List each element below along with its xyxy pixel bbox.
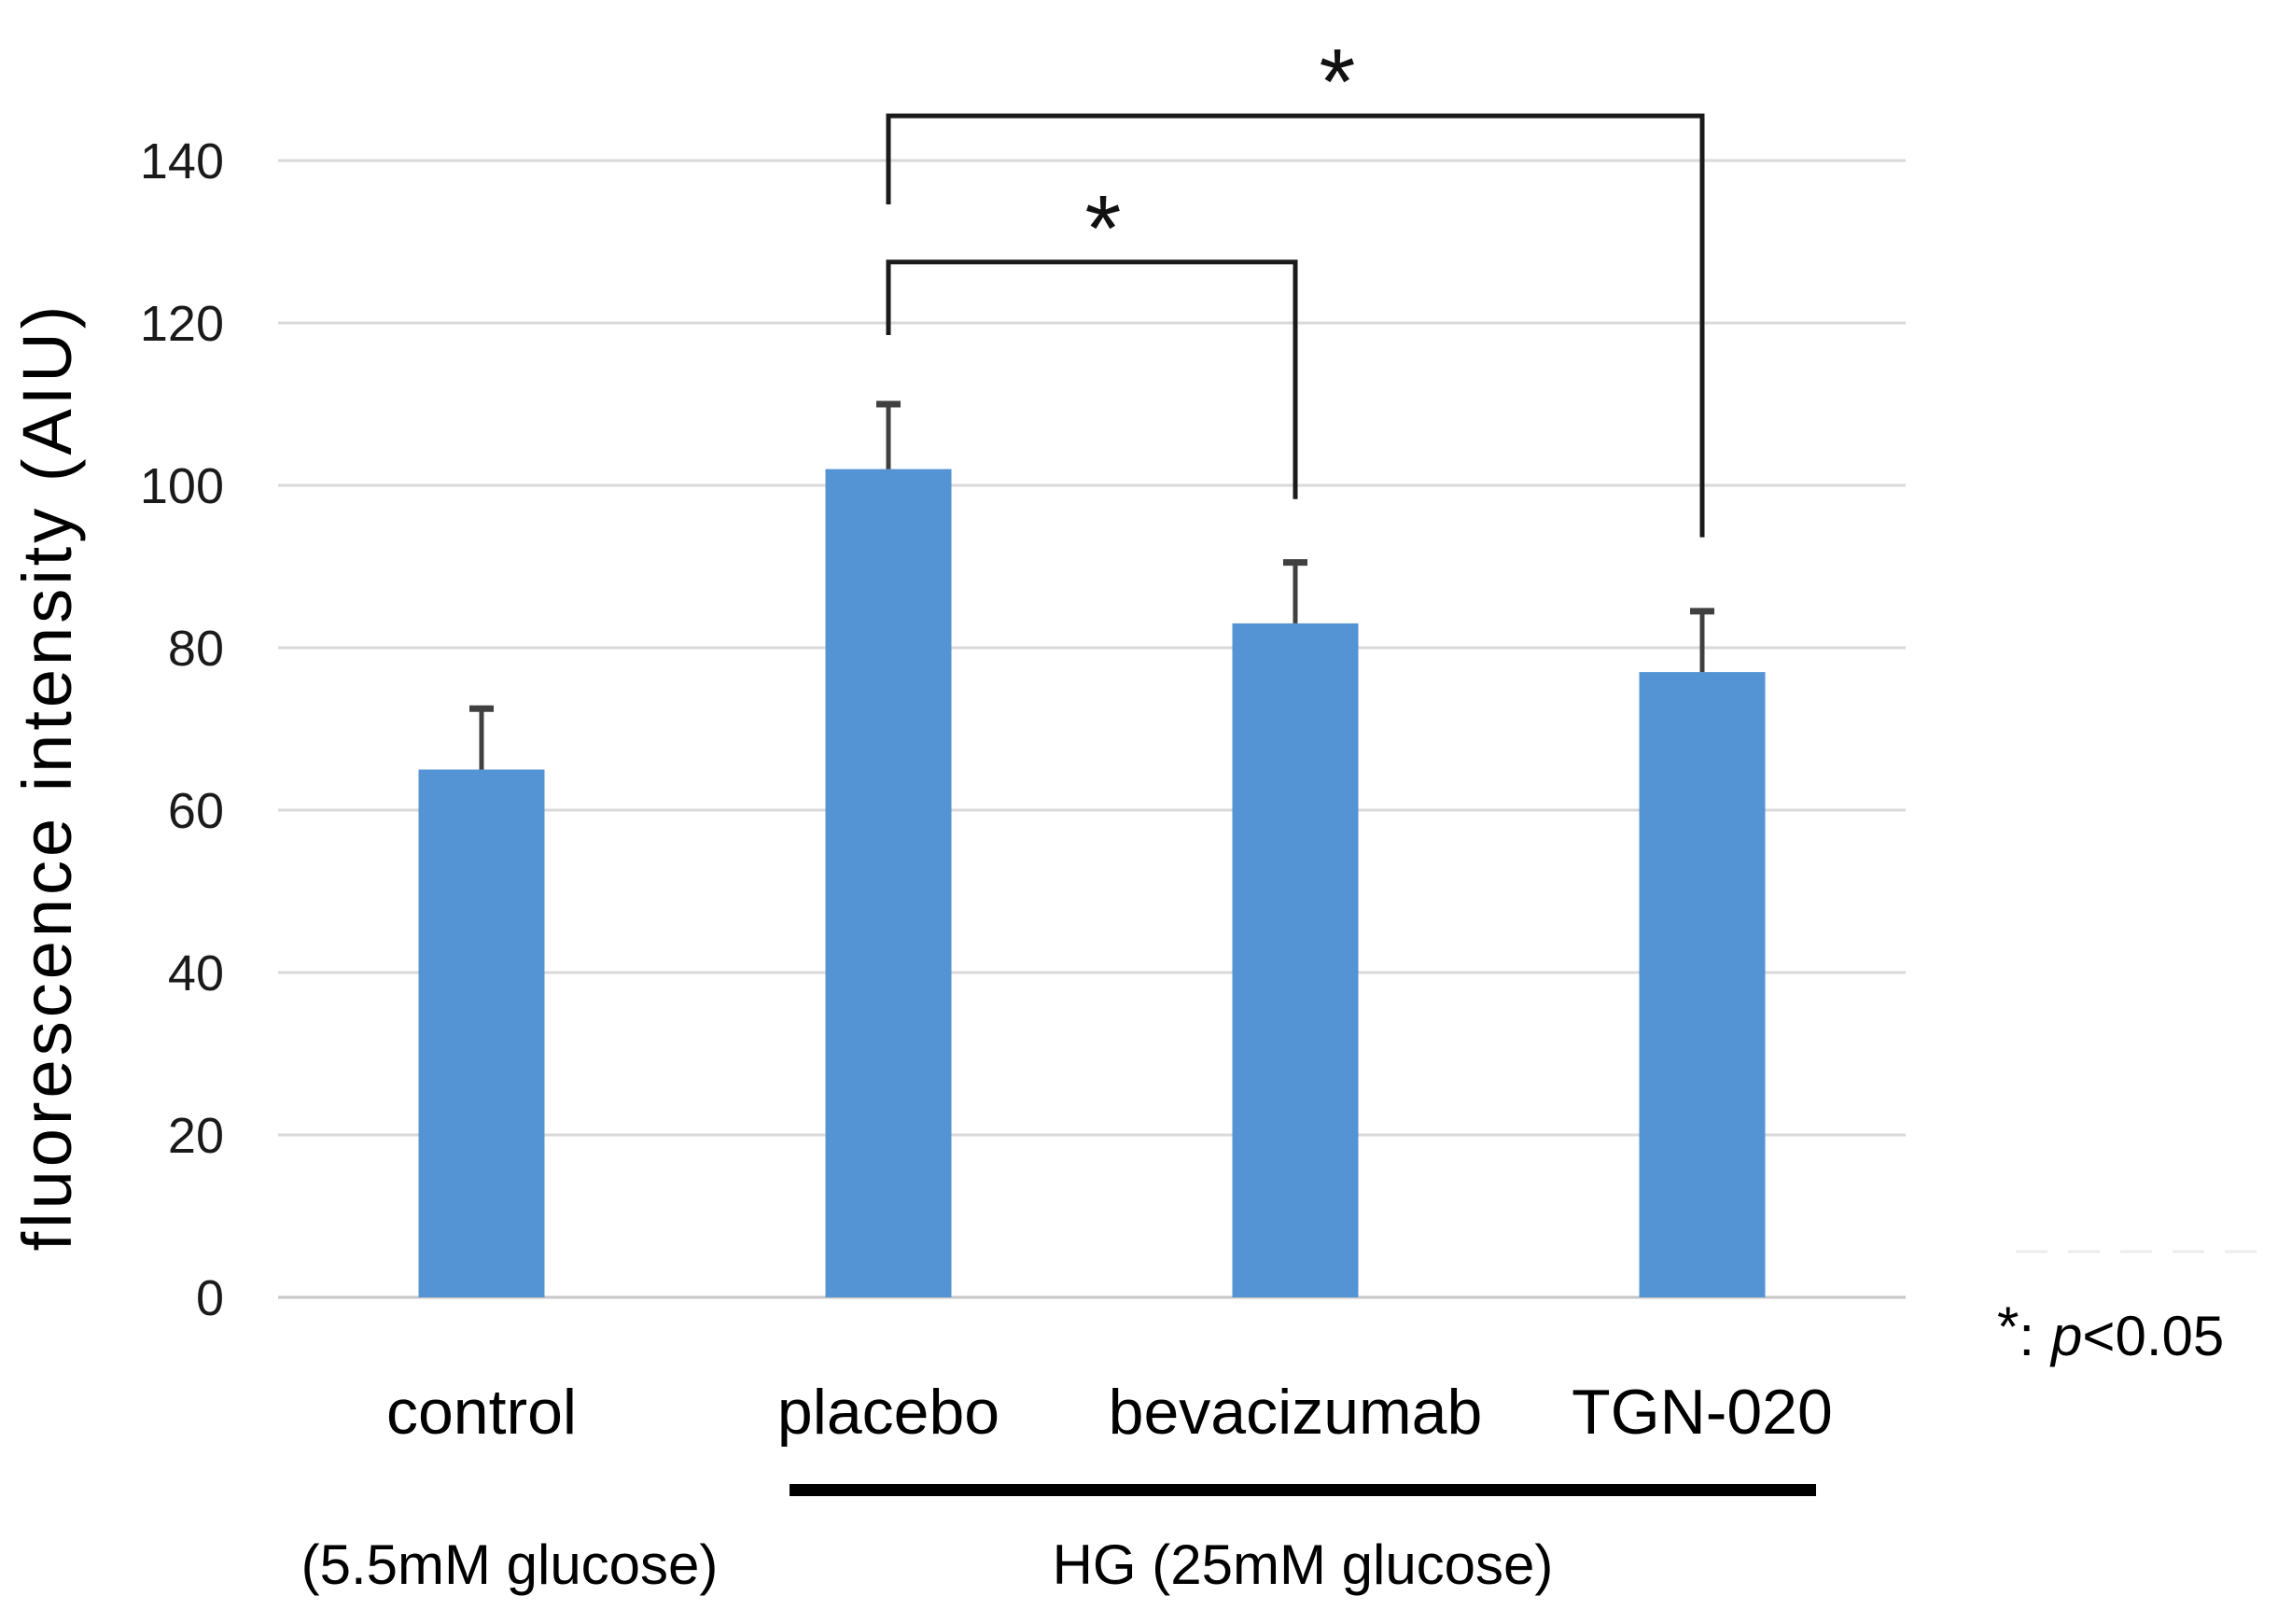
x-label-placebo: placebo <box>777 1377 999 1448</box>
bars-layer <box>418 469 1766 1298</box>
bracket-placebo-vs-TGN-020 <box>886 113 1705 538</box>
legend-p-symbol: p <box>2049 1305 2082 1367</box>
group-label-1: HG (25mM glucose) <box>1053 1533 1554 1596</box>
legend-separator: : <box>2019 1305 2034 1367</box>
y-axis-tick-labels: 0 20 40 60 80 100 120 140 <box>140 133 224 1326</box>
legend-asterisk-glyph: * <box>1997 1295 2019 1358</box>
y-tick-label-60: 60 <box>168 783 224 839</box>
bar-TGN-020 <box>1639 672 1766 1297</box>
bar-bevacizumab <box>1232 623 1359 1297</box>
y-axis-title: fluorescence intensity (AIU) <box>8 302 86 1252</box>
error-bars-layer <box>469 400 1714 770</box>
y-tick-label-40: 40 <box>168 945 224 1001</box>
group-label-0: (5.5mM glucose) <box>301 1533 719 1596</box>
y-tick-label-140: 140 <box>140 133 224 189</box>
y-tick-label-100: 100 <box>140 458 224 514</box>
y-tick-label-120: 120 <box>140 296 224 352</box>
group-annotations-layer: (5.5mM glucose) HG (25mM glucose) <box>301 1484 1816 1596</box>
x-label-control: control <box>386 1377 577 1448</box>
significance-brackets-layer: ** <box>886 30 1705 538</box>
bar-placebo <box>825 469 952 1298</box>
significance-asterisk-placebo-vs-bevacizumab: * <box>1085 176 1122 281</box>
y-tick-label-80: 80 <box>168 621 224 677</box>
significance-asterisk-placebo-vs-TGN-020: * <box>1320 30 1356 134</box>
legend-threshold: <0.05 <box>2082 1305 2224 1367</box>
gridlines-layer <box>278 159 1906 1299</box>
bracket-placebo-vs-bevacizumab <box>886 259 1298 499</box>
group-underline-1 <box>790 1484 1816 1496</box>
x-label-TGN-020: TGN-020 <box>1572 1377 1833 1448</box>
x-axis-category-labels: control placebo bevacizumab TGN-020 <box>386 1377 1833 1448</box>
x-label-bevacizumab: bevacizumab <box>1109 1377 1483 1448</box>
significance-legend: *: p<0.05 <box>1997 1295 2224 1367</box>
bar-control <box>418 769 545 1297</box>
y-tick-label-20: 20 <box>168 1108 224 1164</box>
y-tick-label-0: 0 <box>196 1270 224 1326</box>
